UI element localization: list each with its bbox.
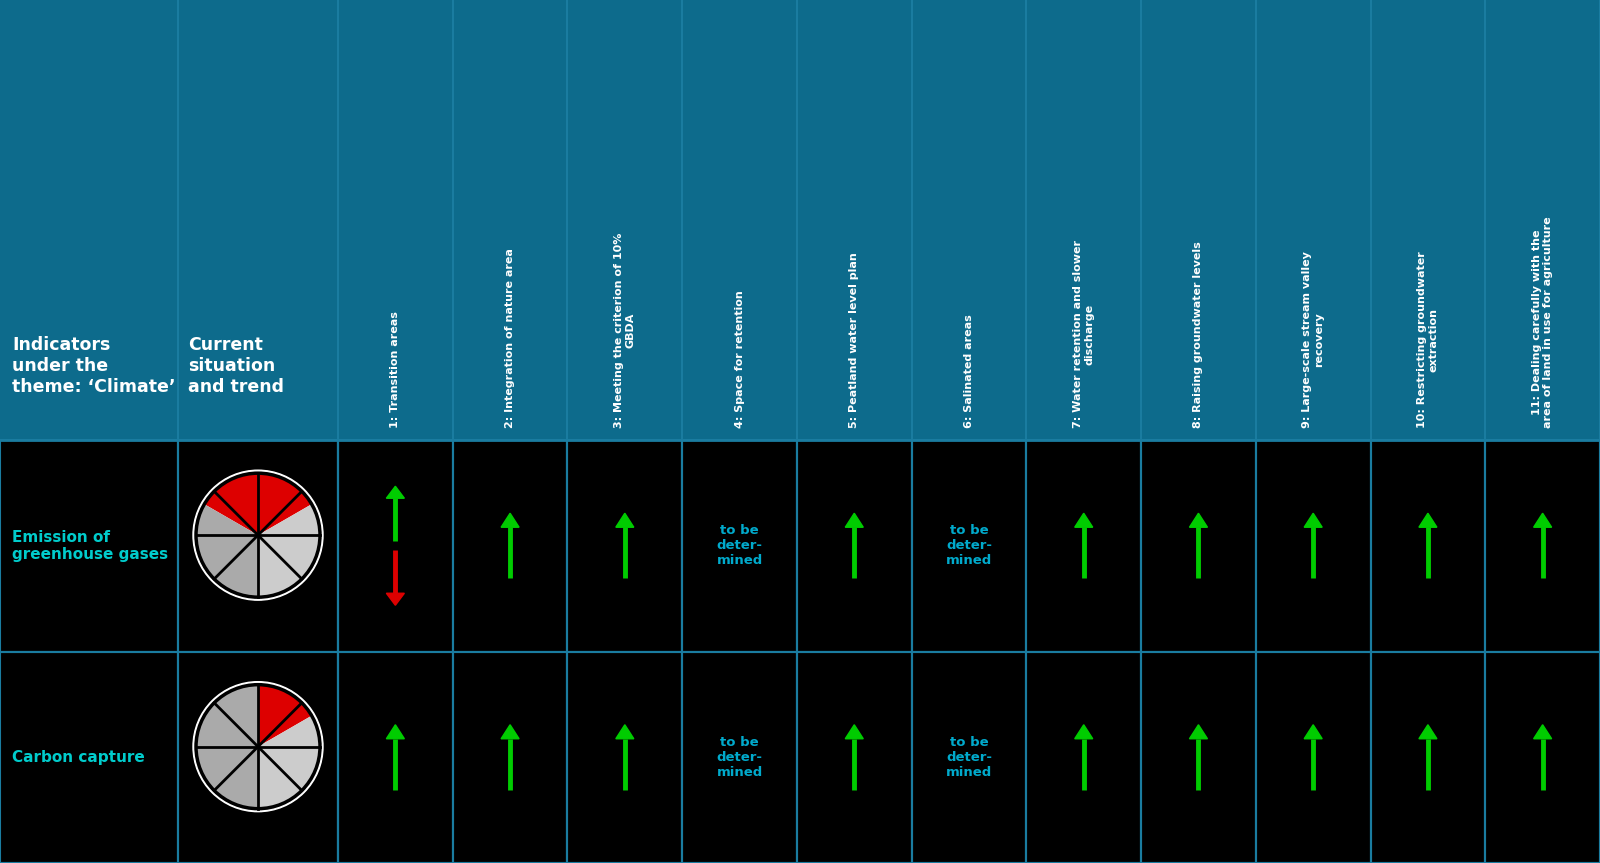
Bar (338, 0, 453, 440)
Wedge shape (258, 715, 320, 809)
Circle shape (194, 682, 323, 812)
Bar (338, 652, 453, 863)
Polygon shape (1304, 725, 1322, 739)
Text: 6: Salinated areas: 6: Salinated areas (963, 314, 974, 428)
Bar (682, 0, 797, 440)
Polygon shape (1075, 513, 1093, 527)
Polygon shape (1419, 513, 1437, 527)
Polygon shape (386, 486, 405, 498)
Bar (1026, 0, 1141, 440)
Bar (568, 652, 682, 863)
Text: 2: Integration of nature area: 2: Integration of nature area (506, 249, 515, 428)
Bar (1026, 652, 1141, 863)
Circle shape (194, 470, 323, 600)
Polygon shape (616, 513, 634, 527)
Text: to be
deter-
mined: to be deter- mined (946, 736, 992, 778)
Bar (0, 652, 178, 863)
Wedge shape (258, 684, 312, 746)
Polygon shape (1304, 513, 1322, 527)
Text: Carbon capture: Carbon capture (13, 750, 144, 765)
Polygon shape (386, 725, 405, 739)
Bar (912, 0, 1026, 440)
Text: Emission of
greenhouse gases: Emission of greenhouse gases (13, 530, 168, 562)
Bar (1371, 652, 1485, 863)
Text: 7: Water retention and slower
discharge: 7: Water retention and slower discharge (1074, 240, 1094, 428)
Bar (797, 440, 912, 652)
Polygon shape (1189, 513, 1208, 527)
Text: to be
deter-
mined: to be deter- mined (717, 524, 763, 567)
Bar (682, 652, 797, 863)
Bar (1485, 0, 1600, 440)
Bar (568, 0, 682, 440)
Bar (338, 440, 453, 652)
Text: 8: Raising groundwater levels: 8: Raising groundwater levels (1194, 242, 1203, 428)
Bar (568, 440, 682, 652)
Bar (0, 440, 178, 652)
Bar (178, 652, 338, 863)
Bar (453, 652, 568, 863)
Text: 3: Meeting the criterion of 10%
GBDA: 3: Meeting the criterion of 10% GBDA (614, 233, 635, 428)
Bar (1026, 440, 1141, 652)
Bar (178, 0, 338, 440)
Text: 10: Restricting groundwater
extraction: 10: Restricting groundwater extraction (1418, 251, 1438, 428)
Wedge shape (205, 473, 312, 535)
Text: 9: Large-scale stream valley
recovery: 9: Large-scale stream valley recovery (1302, 251, 1323, 428)
Polygon shape (386, 593, 405, 605)
Polygon shape (501, 725, 518, 739)
Wedge shape (195, 504, 258, 597)
Bar (1485, 652, 1600, 863)
Bar (453, 0, 568, 440)
Polygon shape (1419, 725, 1437, 739)
Polygon shape (845, 513, 864, 527)
Text: Indicators
under the
theme: ‘Climate’: Indicators under the theme: ‘Climate’ (13, 337, 176, 396)
Bar (1371, 0, 1485, 440)
Text: 1: Transition areas: 1: Transition areas (390, 312, 400, 428)
Bar (1256, 440, 1371, 652)
Polygon shape (501, 513, 518, 527)
Bar (1256, 0, 1371, 440)
Bar (797, 0, 912, 440)
Polygon shape (1189, 725, 1208, 739)
Bar (912, 652, 1026, 863)
Text: to be
deter-
mined: to be deter- mined (717, 736, 763, 778)
Text: 11: Dealing carefully with the
area of land in use for agriculture: 11: Dealing carefully with the area of l… (1531, 217, 1554, 428)
Text: 5: Peatland water level plan: 5: Peatland water level plan (850, 252, 859, 428)
Bar (1141, 652, 1256, 863)
Wedge shape (195, 684, 258, 809)
Bar (453, 440, 568, 652)
Bar (1141, 440, 1256, 652)
Polygon shape (845, 725, 864, 739)
Bar (1485, 440, 1600, 652)
Polygon shape (1534, 513, 1552, 527)
Polygon shape (1075, 725, 1093, 739)
Bar (1141, 0, 1256, 440)
Text: Current
situation
and trend: Current situation and trend (189, 337, 285, 396)
Bar (797, 652, 912, 863)
Text: =: = (250, 822, 266, 841)
Wedge shape (258, 504, 320, 597)
Bar (682, 440, 797, 652)
Bar (0, 0, 178, 440)
Bar (1371, 440, 1485, 652)
Polygon shape (1534, 725, 1552, 739)
Polygon shape (616, 725, 634, 739)
Text: =: = (250, 610, 266, 629)
Bar (912, 440, 1026, 652)
Text: to be
deter-
mined: to be deter- mined (946, 524, 992, 567)
Bar (1256, 652, 1371, 863)
Text: 4: Space for retention: 4: Space for retention (734, 290, 744, 428)
Bar (178, 440, 338, 652)
